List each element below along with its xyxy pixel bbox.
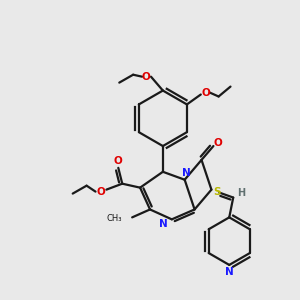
Text: N: N <box>182 168 191 178</box>
Text: O: O <box>201 88 210 98</box>
Text: O: O <box>96 187 105 196</box>
Text: H: H <box>237 188 245 198</box>
Text: S: S <box>214 187 221 196</box>
Text: CH₃: CH₃ <box>107 214 122 223</box>
Text: O: O <box>142 72 150 82</box>
Text: N: N <box>225 267 234 277</box>
Text: N: N <box>158 219 167 229</box>
Text: O: O <box>114 156 123 166</box>
Text: O: O <box>214 138 223 148</box>
